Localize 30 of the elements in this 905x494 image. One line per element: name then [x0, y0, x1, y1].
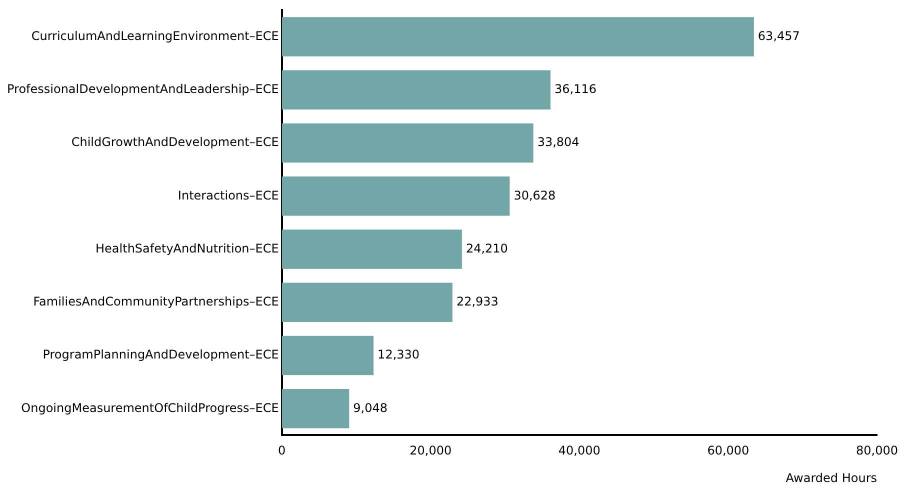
data-label: 9,048: [353, 400, 388, 415]
data-label: 22,933: [456, 294, 498, 309]
data-label: 30,628: [514, 188, 556, 202]
data-label: 63,457: [758, 28, 800, 43]
x-axis-title: Awarded Hours: [786, 470, 877, 485]
data-label: 33,804: [537, 135, 580, 150]
y-tick-label: OngoingMeasurementOfChildProgress–ECE: [21, 400, 279, 415]
x-tick-label: 60,000: [707, 444, 750, 458]
x-tick-label: 20,000: [410, 444, 452, 458]
x-tick-label: 80,000: [856, 444, 898, 458]
y-tick-label: Interactions–ECE: [178, 188, 279, 202]
y-tick-label: ProgramPlanningAndDevelopment–ECE: [42, 348, 279, 362]
bar: [282, 388, 350, 428]
bar: [282, 70, 551, 110]
bar: [282, 282, 452, 322]
y-tick-label: ChildGrowthAndDevelopment–ECE: [71, 135, 279, 150]
data-label: 36,116: [554, 82, 597, 96]
bar: [282, 123, 534, 163]
x-tick-label: 0: [278, 444, 286, 458]
y-tick-label: CurriculumAndLearningEnvironment–ECE: [31, 28, 279, 43]
data-label: 12,330: [378, 348, 420, 362]
bar: [282, 17, 754, 56]
y-tick-label: ProfessionalDevelopmentAndLeadership–ECE: [7, 82, 279, 96]
y-tick-label: FamiliesAndCommunityPartnerships–ECE: [33, 294, 279, 309]
y-tick-label: HealthSafetyAndNutrition–ECE: [96, 241, 279, 256]
bar: [282, 336, 374, 376]
bar: [282, 176, 510, 216]
data-label: 24,210: [466, 241, 508, 256]
bar: [282, 230, 462, 269]
x-tick-label: 40,000: [558, 444, 600, 458]
